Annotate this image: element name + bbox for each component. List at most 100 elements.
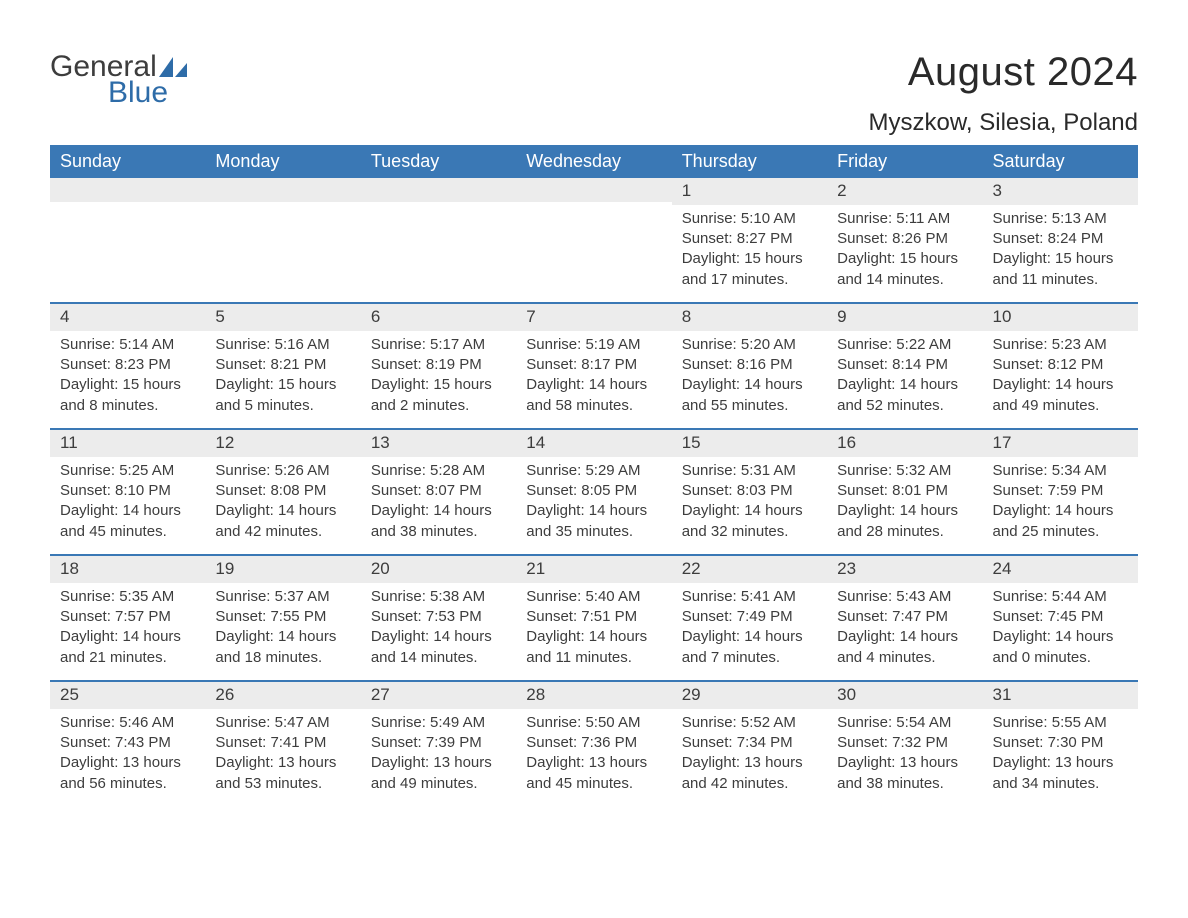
daylight-text: Daylight: 14 hours and 28 minutes.	[837, 501, 972, 542]
day-number: 15	[672, 430, 827, 457]
sunrise-text: Sunrise: 5:28 AM	[371, 461, 506, 481]
sunset-text: Sunset: 7:45 PM	[993, 607, 1128, 627]
day-cell: 3Sunrise: 5:13 AMSunset: 8:24 PMDaylight…	[983, 178, 1138, 302]
sunrise-text: Sunrise: 5:13 AM	[993, 209, 1128, 229]
daylight-text: Daylight: 14 hours and 55 minutes.	[682, 375, 817, 416]
sunrise-text: Sunrise: 5:20 AM	[682, 335, 817, 355]
page-header: General Blue August 2024 Myszkow, Silesi…	[50, 50, 1138, 137]
day-cell: 1Sunrise: 5:10 AMSunset: 8:27 PMDaylight…	[672, 178, 827, 302]
day-cell: 18Sunrise: 5:35 AMSunset: 7:57 PMDayligh…	[50, 556, 205, 680]
day-cell: 20Sunrise: 5:38 AMSunset: 7:53 PMDayligh…	[361, 556, 516, 680]
day-cell: 2 Sunrise: 5:11 AMSunset: 8:26 PMDaylight…	[827, 178, 982, 302]
brand-logo: General Blue	[50, 50, 187, 110]
sunrise-text: Sunrise: 5:38 AM	[371, 587, 506, 607]
daylight-text: Daylight: 15 hours and 5 minutes.	[215, 375, 350, 416]
daylight-text: Daylight: 14 hours and 49 minutes.	[993, 375, 1128, 416]
day-cell: 7Sunrise: 5:19 AMSunset: 8:17 PMDaylight…	[516, 304, 671, 428]
day-cell: 6Sunrise: 5:17 AMSunset: 8:19 PMDaylight…	[361, 304, 516, 428]
day-cell	[205, 178, 360, 302]
day-cell: 30Sunrise: 5:54 AMSunset: 7:32 PMDayligh…	[827, 682, 982, 806]
month-title: August 2024	[869, 50, 1138, 95]
week-row: 25Sunrise: 5:46 AMSunset: 7:43 PMDayligh…	[50, 680, 1138, 806]
daylight-text: Daylight: 14 hours and 0 minutes.	[993, 627, 1128, 668]
day-number	[205, 178, 360, 202]
daylight-text: Daylight: 13 hours and 42 minutes.	[682, 753, 817, 794]
day-cell: 31Sunrise: 5:55 AMSunset: 7:30 PMDayligh…	[983, 682, 1138, 806]
sunset-text: Sunset: 8:26 PM	[837, 229, 972, 249]
day-number: 14	[516, 430, 671, 457]
day-cell: 17Sunrise: 5:34 AMSunset: 7:59 PMDayligh…	[983, 430, 1138, 554]
day-number: 2	[827, 178, 982, 205]
daylight-text: Daylight: 13 hours and 49 minutes.	[371, 753, 506, 794]
weekday-header: Thursday	[672, 145, 827, 178]
sunset-text: Sunset: 7:30 PM	[993, 733, 1128, 753]
sunset-text: Sunset: 8:12 PM	[993, 355, 1128, 375]
sunrise-text: Sunrise: 5:49 AM	[371, 713, 506, 733]
daylight-text: Daylight: 14 hours and 45 minutes.	[60, 501, 195, 542]
day-cell: 12Sunrise: 5:26 AMSunset: 8:08 PMDayligh…	[205, 430, 360, 554]
daylight-text: Daylight: 15 hours and 8 minutes.	[60, 375, 195, 416]
sunrise-text: Sunrise: 5:31 AM	[682, 461, 817, 481]
sunrise-text: Sunrise: 5:25 AM	[60, 461, 195, 481]
sunset-text: Sunset: 7:59 PM	[993, 481, 1128, 501]
day-number: 19	[205, 556, 360, 583]
day-body: Sunrise: 5:28 AMSunset: 8:07 PMDaylight:…	[361, 457, 516, 552]
daylight-text: Daylight: 15 hours and 14 minutes.	[837, 249, 972, 290]
daylight-text: Daylight: 15 hours and 11 minutes.	[993, 249, 1128, 290]
sunrise-text: Sunrise: 5:11 AM	[837, 209, 972, 229]
day-body: Sunrise: 5:16 AMSunset: 8:21 PMDaylight:…	[205, 331, 360, 426]
day-cell: 28Sunrise: 5:50 AMSunset: 7:36 PMDayligh…	[516, 682, 671, 806]
calendar-table: SundayMondayTuesdayWednesdayThursdayFrid…	[50, 145, 1138, 806]
day-number: 30	[827, 682, 982, 709]
day-body: Sunrise: 5:20 AMSunset: 8:16 PMDaylight:…	[672, 331, 827, 426]
day-cell: 16Sunrise: 5:32 AMSunset: 8:01 PMDayligh…	[827, 430, 982, 554]
title-block: August 2024 Myszkow, Silesia, Poland	[869, 50, 1138, 137]
sunrise-text: Sunrise: 5:23 AM	[993, 335, 1128, 355]
daylight-text: Daylight: 13 hours and 45 minutes.	[526, 753, 661, 794]
day-body: Sunrise: 5:13 AMSunset: 8:24 PMDaylight:…	[983, 205, 1138, 300]
day-body: Sunrise: 5:52 AMSunset: 7:34 PMDaylight:…	[672, 709, 827, 804]
sunrise-text: Sunrise: 5:41 AM	[682, 587, 817, 607]
sunrise-text: Sunrise: 5:14 AM	[60, 335, 195, 355]
day-number: 16	[827, 430, 982, 457]
day-number: 1	[672, 178, 827, 205]
day-body: Sunrise: 5:29 AMSunset: 8:05 PMDaylight:…	[516, 457, 671, 552]
day-cell: 4Sunrise: 5:14 AMSunset: 8:23 PMDaylight…	[50, 304, 205, 428]
day-body: Sunrise: 5:14 AMSunset: 8:23 PMDaylight:…	[50, 331, 205, 426]
sunrise-text: Sunrise: 5:46 AM	[60, 713, 195, 733]
sunrise-text: Sunrise: 5:22 AM	[837, 335, 972, 355]
day-number: 21	[516, 556, 671, 583]
sunset-text: Sunset: 8:23 PM	[60, 355, 195, 375]
daylight-text: Daylight: 14 hours and 52 minutes.	[837, 375, 972, 416]
day-cell	[50, 178, 205, 302]
day-body: Sunrise: 5:19 AMSunset: 8:17 PMDaylight:…	[516, 331, 671, 426]
weekday-header: Wednesday	[516, 145, 671, 178]
day-cell: 13Sunrise: 5:28 AMSunset: 8:07 PMDayligh…	[361, 430, 516, 554]
sunset-text: Sunset: 8:19 PM	[371, 355, 506, 375]
sail-icon	[159, 57, 187, 77]
day-body: Sunrise: 5:50 AMSunset: 7:36 PMDaylight:…	[516, 709, 671, 804]
sunrise-text: Sunrise: 5:26 AM	[215, 461, 350, 481]
day-body: Sunrise: 5:17 AMSunset: 8:19 PMDaylight:…	[361, 331, 516, 426]
sunrise-text: Sunrise: 5:29 AM	[526, 461, 661, 481]
daylight-text: Daylight: 13 hours and 38 minutes.	[837, 753, 972, 794]
day-body: Sunrise: 5:26 AMSunset: 8:08 PMDaylight:…	[205, 457, 360, 552]
day-cell: 5Sunrise: 5:16 AMSunset: 8:21 PMDaylight…	[205, 304, 360, 428]
day-cell: 22Sunrise: 5:41 AMSunset: 7:49 PMDayligh…	[672, 556, 827, 680]
daylight-text: Daylight: 13 hours and 34 minutes.	[993, 753, 1128, 794]
day-body: Sunrise: 5:49 AMSunset: 7:39 PMDaylight:…	[361, 709, 516, 804]
day-cell	[361, 178, 516, 302]
sunset-text: Sunset: 7:34 PM	[682, 733, 817, 753]
sunrise-text: Sunrise: 5:54 AM	[837, 713, 972, 733]
day-body	[361, 202, 516, 216]
day-number: 22	[672, 556, 827, 583]
week-row: 11Sunrise: 5:25 AMSunset: 8:10 PMDayligh…	[50, 428, 1138, 554]
day-body: Sunrise: 5:34 AMSunset: 7:59 PMDaylight:…	[983, 457, 1138, 552]
sunset-text: Sunset: 8:16 PM	[682, 355, 817, 375]
day-cell: 29Sunrise: 5:52 AMSunset: 7:34 PMDayligh…	[672, 682, 827, 806]
day-number: 23	[827, 556, 982, 583]
sunset-text: Sunset: 8:10 PM	[60, 481, 195, 501]
sunset-text: Sunset: 8:21 PM	[215, 355, 350, 375]
sunset-text: Sunset: 8:08 PM	[215, 481, 350, 501]
day-number: 10	[983, 304, 1138, 331]
